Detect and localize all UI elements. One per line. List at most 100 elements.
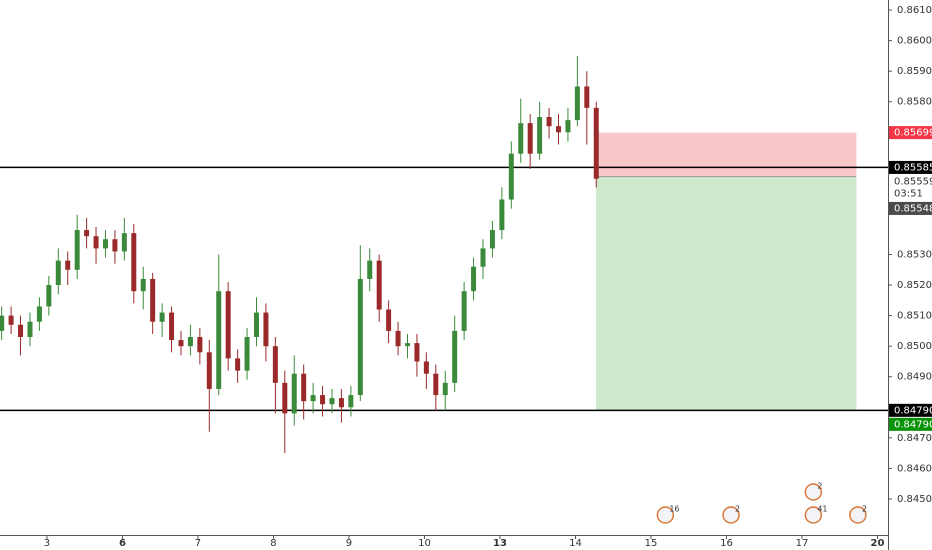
event-count: 41: [817, 505, 827, 514]
price-label: 0.85699: [894, 128, 932, 139]
candle-body: [187, 337, 193, 347]
price-label-bg: [889, 126, 932, 140]
x-tick-label: 16: [720, 538, 733, 549]
candle-body: [84, 230, 90, 237]
candle-body: [518, 123, 524, 154]
event-count: 2: [735, 505, 740, 514]
x-tick-label: 9: [346, 538, 352, 549]
candle-body: [565, 120, 571, 133]
x-tick-label: 6: [119, 538, 126, 549]
candle-body: [206, 352, 212, 389]
x-tick-label: 15: [645, 538, 658, 549]
price-label-bg: [889, 160, 932, 174]
candle-body: [8, 315, 14, 325]
candle-body: [348, 395, 354, 408]
candle-body: [301, 373, 307, 402]
candle-body: [216, 291, 222, 389]
candle-body: [65, 260, 71, 270]
candle-body: [36, 306, 42, 322]
price-label: 0.84790: [894, 405, 932, 416]
price-label-bg: [889, 417, 932, 431]
candle-body: [452, 330, 458, 383]
price-label: 0.85585: [894, 162, 932, 173]
candle-body: [272, 346, 278, 383]
candle-body: [140, 278, 146, 292]
candle-body: [329, 398, 335, 405]
event-count: 2: [817, 482, 822, 491]
candle-body: [169, 312, 175, 341]
candle-body: [480, 248, 486, 267]
candle-body: [537, 117, 543, 154]
candle-body: [131, 233, 137, 292]
candle-body: [244, 337, 250, 371]
candle-body: [461, 291, 467, 331]
candle-body: [74, 230, 80, 270]
price-label-bg: [889, 403, 932, 417]
candle-body: [102, 239, 108, 249]
candle-body: [395, 330, 401, 347]
candle-body: [150, 278, 156, 322]
candle-body: [584, 86, 590, 108]
candle-body: [320, 395, 326, 405]
x-tick-label: 17: [796, 538, 809, 549]
candle-body: [357, 278, 363, 396]
candle-body: [376, 260, 382, 310]
event-count: 2: [862, 505, 867, 514]
candle-body: [310, 395, 316, 402]
candle-body: [489, 230, 495, 249]
target-zone: [595, 176, 857, 411]
price-label-bg: [889, 174, 932, 201]
x-tick-label: 8: [270, 538, 276, 549]
candle-body: [386, 309, 392, 331]
candle-body: [471, 266, 477, 292]
candle-body: [442, 382, 448, 396]
candle-body: [159, 312, 165, 322]
price-label-bg: [889, 201, 932, 215]
candle-body: [508, 153, 514, 200]
candle-body: [18, 324, 24, 338]
price-label: 0.85559: [894, 176, 932, 187]
candle-body: [55, 260, 61, 286]
candle-body: [112, 239, 118, 252]
plot-area: [0, 55, 888, 454]
x-tick-label: 7: [195, 538, 201, 549]
candle-body: [282, 382, 288, 414]
price-label: 0.85548: [894, 203, 932, 214]
candle-body: [546, 117, 552, 127]
candle-body: [178, 340, 184, 347]
candle-body: [225, 291, 231, 359]
event-icon: [849, 506, 867, 524]
price-label: 0.84790: [894, 419, 932, 430]
candle-body: [291, 373, 297, 414]
candle-body: [367, 260, 373, 279]
candle-body: [27, 321, 33, 338]
candle-body: [593, 107, 599, 179]
candle-body: [574, 86, 580, 121]
x-tick-label: 14: [569, 538, 582, 549]
candle-body: [46, 285, 52, 307]
candle-body: [499, 199, 505, 231]
candle-body: [121, 233, 127, 252]
x-tick-label: 20: [871, 538, 885, 549]
event-icon: [656, 506, 675, 524]
candle-body: [556, 126, 562, 133]
candle-body: [197, 337, 203, 353]
candle-body: [527, 123, 533, 154]
candle-body: [414, 343, 420, 362]
candle-body: [93, 236, 99, 249]
candle-body: [263, 312, 269, 347]
event-icon: [722, 506, 740, 524]
candle-body: [0, 315, 5, 331]
x-tick-label: 13: [493, 538, 507, 549]
x-tick-label: 3: [44, 538, 50, 549]
countdown: 03:51: [894, 188, 923, 199]
